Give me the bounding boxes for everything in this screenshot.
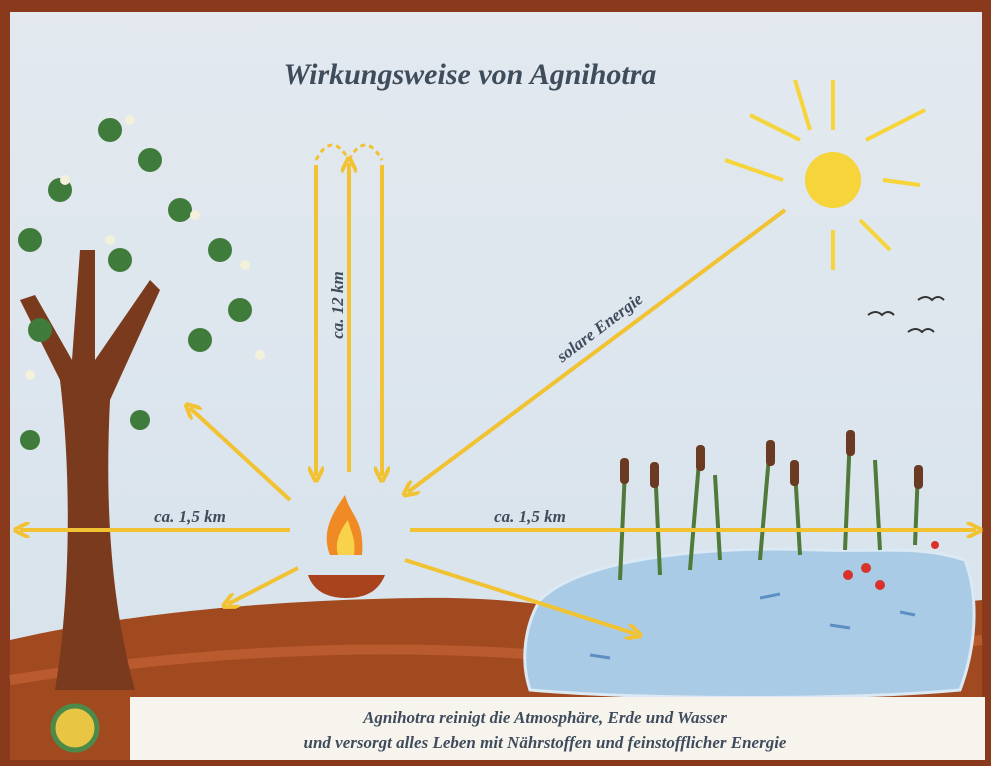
cattail: [914, 465, 923, 489]
cattail: [650, 462, 659, 488]
blossom: [240, 260, 250, 270]
blossom: [255, 350, 265, 360]
illustration: Wirkungsweise von Agnihotra ca. 12 km so…: [0, 0, 991, 766]
flower: [931, 541, 939, 549]
right-label: ca. 1,5 km: [494, 507, 566, 526]
title: Wirkungsweise von Agnihotra: [284, 58, 657, 91]
vertical-label: ca. 12 km: [328, 271, 347, 339]
leaf: [168, 198, 192, 222]
blossom: [25, 370, 35, 380]
leaf: [28, 318, 52, 342]
cattail: [766, 440, 775, 466]
leaf: [98, 118, 122, 142]
blossom: [60, 175, 70, 185]
flower: [861, 563, 871, 573]
leaf: [228, 298, 252, 322]
leaf: [20, 430, 40, 450]
caption-line: Agnihotra reinigt die Atmosphäre, Erde u…: [362, 708, 727, 727]
leaf: [138, 148, 162, 172]
page: Wirkungsweise von Agnihotra ca. 12 km so…: [0, 0, 991, 766]
cattail: [696, 445, 705, 471]
cattail: [846, 430, 855, 456]
blossom: [105, 235, 115, 245]
cattail: [790, 460, 799, 486]
leaf: [188, 328, 212, 352]
blossom: [125, 115, 135, 125]
flower: [875, 580, 885, 590]
leaf: [130, 410, 150, 430]
leaf: [18, 228, 42, 252]
leaf: [208, 238, 232, 262]
sun-disc: [805, 152, 861, 208]
flower: [843, 570, 853, 580]
caption-line: und versorgt alles Leben mit Nährstoffen…: [304, 733, 787, 752]
pond: [525, 549, 974, 697]
leaf: [108, 248, 132, 272]
logo: [53, 706, 97, 750]
left-label: ca. 1,5 km: [154, 507, 226, 526]
cattail: [620, 458, 629, 484]
blossom: [190, 210, 200, 220]
